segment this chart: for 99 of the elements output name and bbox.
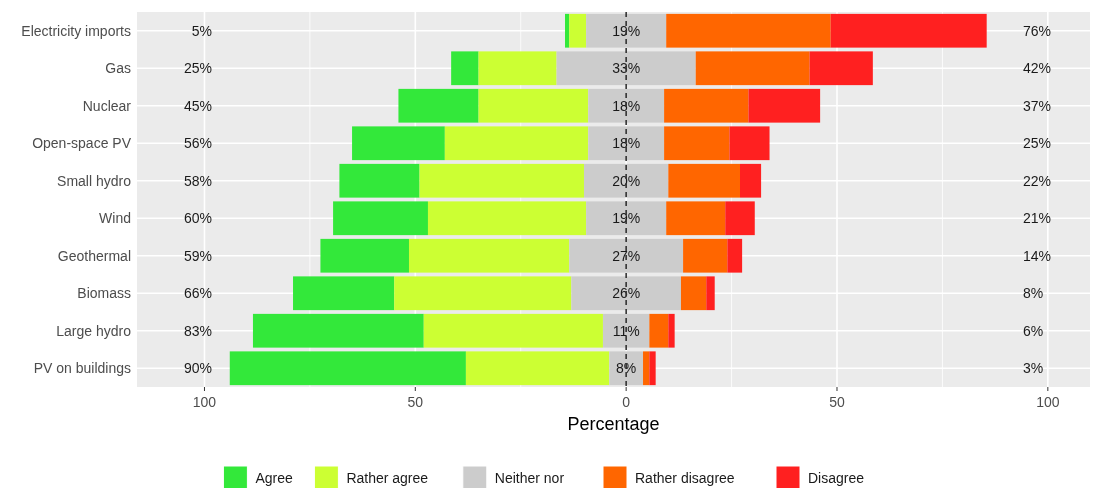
bar (352, 126, 445, 161)
data-label: 11% (612, 322, 640, 339)
x-tick-label: 50 (829, 394, 845, 410)
bar (586, 201, 667, 236)
bar (664, 88, 749, 123)
annotation: 25% (183, 60, 212, 77)
bar (565, 13, 570, 48)
bar (465, 351, 610, 386)
bar (649, 313, 669, 348)
annotation: 6% (1023, 322, 1044, 339)
x-tick-label: 50 (407, 394, 424, 410)
bar (252, 313, 424, 348)
data-label: 33% (612, 60, 641, 77)
bar (408, 238, 570, 273)
bar (423, 313, 603, 348)
legend-label: Neither nor (494, 469, 565, 486)
data-label: 19% (612, 22, 641, 39)
data-label: 26% (612, 285, 641, 302)
data-label: 20% (612, 172, 641, 189)
bar (666, 13, 831, 48)
y-tick-label: Gas (105, 60, 131, 77)
bar (427, 201, 587, 236)
annotation: 14% (1023, 247, 1052, 264)
legend-label: Rather agree (346, 469, 429, 486)
x-tick-label: 100 (192, 394, 217, 410)
bar (809, 51, 873, 86)
bar (339, 163, 420, 198)
bar (729, 126, 770, 161)
legend-label: Agree (255, 469, 293, 486)
bar (583, 163, 669, 198)
bar (569, 13, 587, 48)
bar (320, 238, 409, 273)
bar (293, 276, 395, 311)
bar (740, 163, 762, 198)
annotation: 37% (1023, 97, 1052, 114)
annotation: 8% (1023, 285, 1044, 302)
annotation: 59% (183, 247, 212, 264)
bar (666, 201, 726, 236)
y-tick-label: Nuclear (82, 97, 132, 114)
bar (586, 13, 667, 48)
y-tick-label: Small hydro (57, 172, 132, 189)
bar (695, 51, 810, 86)
x-tick-label: 100 (1036, 394, 1060, 410)
y-tick-label: Geothermal (57, 247, 131, 264)
annotation: 60% (183, 210, 212, 227)
bar (478, 88, 589, 123)
legend-label: Disagree (808, 469, 865, 486)
annotation: 5% (191, 22, 212, 39)
bar (588, 126, 665, 161)
legend-label: Rather disagree (635, 469, 735, 486)
annotation: 66% (183, 285, 212, 302)
annotation: 21% (1023, 210, 1052, 227)
bar (727, 238, 743, 273)
bar (569, 238, 684, 273)
annotation: 22% (1023, 172, 1052, 189)
bar (725, 201, 755, 236)
data-label: 19% (612, 210, 641, 227)
bar (419, 163, 584, 198)
data-label: 18% (612, 97, 641, 114)
y-tick-label: Open-space PV (32, 135, 132, 152)
bar (680, 276, 707, 311)
bar (683, 238, 728, 273)
bar (748, 88, 821, 123)
annotation: 25% (1023, 135, 1052, 152)
annotation: 90% (183, 360, 212, 377)
bar (398, 88, 479, 123)
y-tick-label: Electricity imports (21, 22, 131, 39)
bar (830, 13, 987, 48)
bar (556, 51, 696, 86)
data-label: 27% (612, 247, 641, 264)
bar (478, 51, 557, 86)
y-tick-label: Biomass (77, 285, 131, 302)
bar (333, 201, 428, 236)
bar (588, 88, 665, 123)
bar (229, 351, 466, 386)
bar (668, 163, 740, 198)
bar (571, 276, 681, 311)
x-axis-title: Percentage (567, 414, 660, 434)
bar (451, 51, 479, 86)
annotation: 56% (183, 135, 212, 152)
bar (643, 351, 650, 386)
bar (668, 313, 675, 348)
y-tick-label: Large hydro (56, 322, 132, 339)
annotation: 45% (183, 97, 212, 114)
annotation: 42% (1023, 60, 1052, 77)
data-label: 8% (616, 360, 637, 377)
bar (649, 351, 656, 386)
bar (706, 276, 715, 311)
bar (444, 126, 589, 161)
annotation: 3% (1023, 360, 1044, 377)
bar (394, 276, 572, 311)
annotation: 58% (183, 172, 212, 189)
data-label: 18% (612, 135, 641, 152)
annotation: 76% (1023, 22, 1052, 39)
x-tick-label: 0 (622, 394, 631, 410)
y-tick-label: Wind (99, 210, 131, 227)
annotation: 83% (183, 322, 212, 339)
y-tick-label: PV on buildings (33, 360, 131, 377)
bar (664, 126, 730, 161)
